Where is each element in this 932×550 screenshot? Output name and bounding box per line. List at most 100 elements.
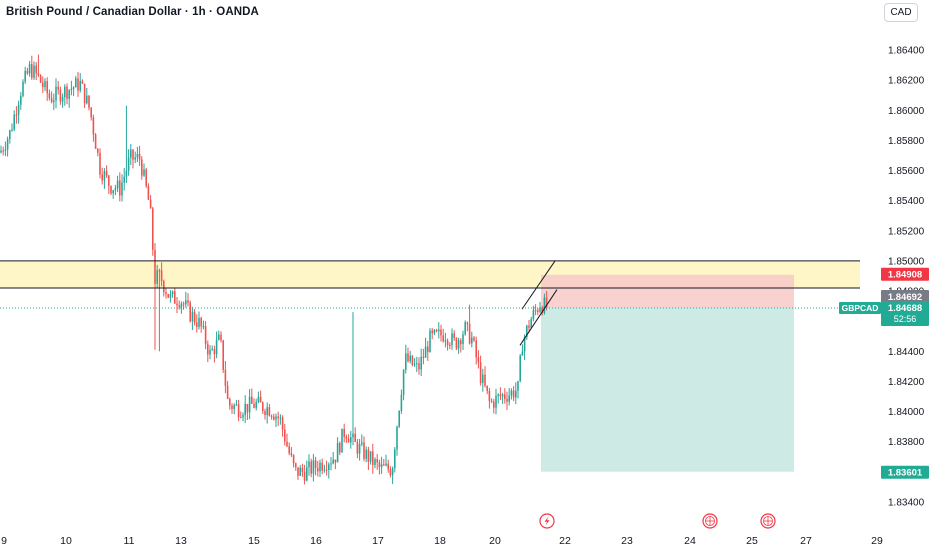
candle-body [523,336,526,352]
currency-button[interactable]: CAD [884,3,918,22]
candle [66,83,68,105]
x-tick-label: 16 [310,535,322,547]
candle [253,398,255,409]
candle [279,414,282,425]
candle [240,411,242,419]
candle-body [308,461,310,468]
lightning-event-icon[interactable] [539,513,555,529]
candle [475,336,477,365]
candle-body [134,157,136,160]
candle [325,460,328,476]
candle-body [534,310,537,312]
flag-event-icon[interactable] [702,513,718,529]
candle-body [46,81,48,94]
candle-body [312,460,315,474]
candle-body [165,292,167,295]
candle [422,348,425,365]
candle [167,293,169,299]
candle [378,459,381,475]
candle [209,345,211,360]
candle-body [94,134,97,149]
event-icons[interactable] [539,513,776,529]
candle [391,466,394,484]
candle [156,264,158,288]
candle [273,413,275,421]
candle-body [405,353,407,370]
candle [356,438,359,459]
candle-body [319,462,321,472]
candle-body [237,404,240,418]
candle-body [413,364,416,366]
candle [68,89,70,108]
candle [488,387,491,409]
candle-body [229,398,231,406]
candle-body [306,467,308,481]
candle-body [163,281,165,293]
candle [383,458,385,466]
candle-body [420,356,422,370]
candle [464,320,466,336]
candle [248,389,251,420]
candle [28,60,31,77]
candle [369,451,372,465]
candle [541,305,543,316]
candle [204,321,207,350]
y-tick-label: 1.86200 [888,76,925,87]
candle [92,114,95,142]
candle-body [68,89,70,99]
candle [455,337,458,351]
candle-body [154,249,156,284]
candle [174,287,176,304]
candle-body [235,404,238,406]
flag-event-icon[interactable] [760,513,776,529]
candle-body [424,346,427,358]
candle [365,446,367,463]
candle-body [143,169,145,176]
candle [178,300,180,310]
x-tick-label: 23 [621,535,633,547]
candle-body [477,357,480,363]
candle [374,457,376,469]
candle [479,355,482,386]
candle [4,141,7,157]
candle [501,392,504,404]
candle-body [343,428,345,437]
candle-body [354,433,356,442]
candle-body [350,437,352,443]
candle-body [116,180,119,189]
candle-body [389,469,392,476]
candle [457,337,460,354]
candle-body [365,449,367,459]
candle-body [119,180,121,196]
candle [407,347,409,363]
candle-body [198,317,200,327]
candle-body [77,78,79,91]
time-axis[interactable]: 9 10 11 13 15 16 17 18 20 22 23 24 25 27 29 [1,535,883,547]
candle-body [167,294,169,298]
candle-body [207,344,209,355]
candle [387,459,389,473]
candle-body [369,451,372,462]
candle [330,456,332,471]
candle-body [545,297,548,308]
candle-body [141,159,143,176]
candle [31,55,33,80]
candle [363,436,365,462]
entry-price-badge: 1.84692 [881,290,929,303]
x-tick-label: 11 [124,535,135,547]
candle [6,136,9,157]
candle-body [31,64,33,78]
candle-body [532,310,535,320]
candle [9,129,11,144]
candle-body [515,390,517,398]
candle-body [61,97,64,102]
candle [262,401,264,414]
candle [519,353,521,383]
candle-body [174,291,176,304]
candle [33,61,35,80]
candle-body [279,417,282,419]
candle [532,305,535,322]
candle [97,148,99,157]
